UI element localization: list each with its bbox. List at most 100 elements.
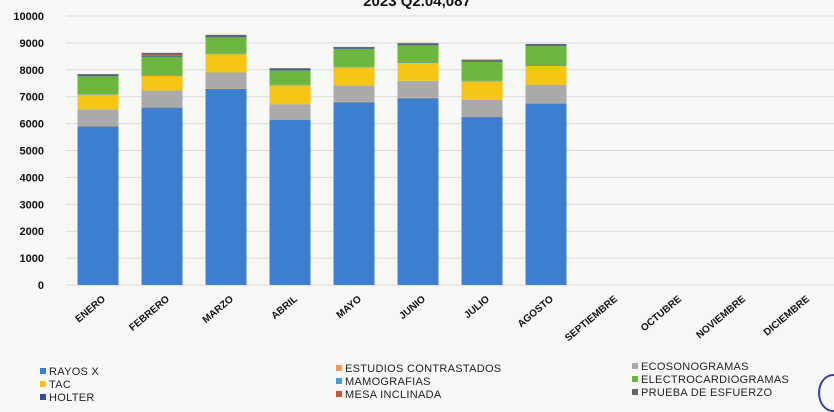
legend-entry: MESA INCLINADA <box>336 389 501 402</box>
bar-segment <box>397 45 439 63</box>
legend-entry: RAYOS X <box>40 366 99 379</box>
x-tick-label: JUNIO <box>397 294 428 322</box>
bar-segment <box>461 116 503 118</box>
y-tick-label: 2000 <box>20 226 44 238</box>
x-tick-label: MARZO <box>201 294 236 326</box>
bar-segment <box>461 81 503 100</box>
bar-segment <box>141 54 183 56</box>
legend-label: TAC <box>49 379 72 391</box>
stacked-bar-chart: 0 1000 2000 3000 4000 5000 6000 7000 8000 9000 100… <box>13 11 834 344</box>
bar-segment <box>525 65 567 85</box>
bar-segment <box>141 75 183 91</box>
legend-label: ELECTROCARDIOGRAMAS <box>641 374 790 386</box>
bar-segment <box>269 104 311 120</box>
legend-entry: TAC <box>40 379 99 392</box>
legend-entry: PRUEBA DE ESFUERZO <box>632 387 789 400</box>
bar-segment <box>77 75 119 77</box>
bar-segment <box>269 85 311 105</box>
x-tick-label: FEBRERO <box>127 294 172 334</box>
bar-segment <box>269 119 311 285</box>
bar-segment <box>461 80 503 82</box>
bar-segment <box>333 48 375 50</box>
bar-segment <box>333 49 375 67</box>
legend-entry: ECOSONOGRAMAS <box>632 361 789 374</box>
bar-segment <box>141 107 183 108</box>
bar-segment <box>269 119 311 120</box>
bar-segment <box>205 88 247 285</box>
legend-entry: HOLTER <box>40 392 99 405</box>
y-tick-label: 8000 <box>20 65 44 77</box>
bar-segment <box>205 36 247 38</box>
bar-segment <box>141 75 183 76</box>
bar-segment <box>461 60 503 62</box>
x-tick-label: ENERO <box>74 294 108 325</box>
legend-swatch-icon <box>632 363 638 369</box>
x-tick-label: ABRIL <box>269 294 299 322</box>
bar-segment <box>205 88 247 89</box>
bar-segment <box>77 94 119 95</box>
legend-swatch-icon <box>40 394 46 400</box>
bar-segment <box>397 44 439 46</box>
bar-segment <box>269 68 311 70</box>
legend-swatch-icon <box>336 378 342 384</box>
bar-segment <box>333 102 375 285</box>
x-tick-label: MAYO <box>335 294 365 321</box>
bar-segment <box>525 45 567 47</box>
x-tick-label: JULIO <box>462 294 492 321</box>
legend-label: ESTUDIOS CONTRASTADOS <box>345 363 502 375</box>
bar-segment <box>525 84 567 104</box>
y-tick-label: 0 <box>38 280 44 292</box>
bar-segment <box>269 70 311 85</box>
bar-segment <box>205 72 247 89</box>
bar-segment <box>77 76 119 95</box>
x-tick-label: SEPTIEMBRE <box>563 294 620 344</box>
bar-segment <box>525 43 567 46</box>
bar-segment <box>269 84 311 86</box>
bar-segment <box>461 61 503 81</box>
y-tick-label: 6000 <box>20 119 44 131</box>
chart-title: 2023 Q2.04,087 <box>363 0 471 10</box>
legend-swatch-icon <box>632 376 638 382</box>
y-tick-label: 10000 <box>13 11 44 23</box>
legend-column-3: ECOSONOGRAMAS ELECTROCARDIOGRAMAS PRUEBA… <box>632 361 789 400</box>
legend-label: RAYOS X <box>49 366 100 378</box>
bar-segment <box>525 103 567 104</box>
bar-segment <box>141 52 183 55</box>
bar-segment <box>333 66 375 68</box>
bar-segment <box>205 53 247 55</box>
legend-column-2: ESTUDIOS CONTRASTADOS MAMOGRAFIAS MESA I… <box>336 363 501 402</box>
legend-label: PRUEBA DE ESFUERZO <box>641 387 773 399</box>
bar-segment <box>397 97 439 99</box>
y-tick-label: 7000 <box>20 92 44 104</box>
legend-swatch-icon <box>336 391 342 397</box>
bar-segment <box>141 107 183 286</box>
bar-segment <box>77 126 119 285</box>
bar-segment <box>141 55 183 57</box>
x-tick-label: OCTUBRE <box>639 294 684 334</box>
y-tick-label: 1000 <box>20 253 44 265</box>
bar-segment <box>525 103 567 285</box>
bar-segment <box>397 98 439 285</box>
legend-entry: MAMOGRAFIAS <box>336 376 501 389</box>
bar-segment <box>77 109 119 127</box>
bar-segment <box>397 43 439 45</box>
bar-segment <box>397 62 439 64</box>
legend-entry: ELECTROCARDIOGRAMAS <box>632 374 789 387</box>
x-tick-label: DICIEMBRE <box>762 294 812 339</box>
bar-segment <box>525 46 567 66</box>
legend-label: MESA INCLINADA <box>345 389 442 401</box>
legend-column-1: RAYOS X TAC HOLTER <box>40 366 99 405</box>
legend-swatch-icon <box>40 381 46 387</box>
bar-segment <box>461 59 503 61</box>
y-tick-label: 3000 <box>20 199 44 211</box>
bar-segment <box>205 34 247 37</box>
bar-segment <box>397 62 439 81</box>
bar-segment <box>525 65 567 66</box>
bar-segment <box>77 74 119 76</box>
bar-segment <box>269 69 311 71</box>
x-tick-label: NOVIEMBRE <box>694 294 748 342</box>
bar-segment <box>205 53 247 73</box>
legend-label: MAMOGRAFIAS <box>345 376 431 388</box>
y-tick-label: 4000 <box>20 172 44 184</box>
y-tick-label: 5000 <box>20 146 44 158</box>
